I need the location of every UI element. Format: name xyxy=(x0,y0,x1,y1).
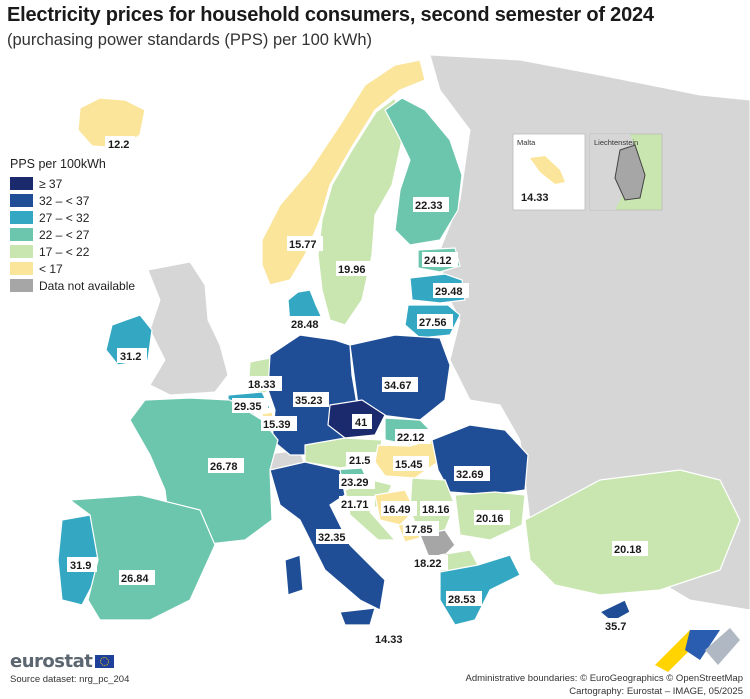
value-labels: 12.2 15.77 19.96 22.33 24.12 29.48 27.56… xyxy=(67,136,648,646)
legend-label: Data not available xyxy=(39,278,136,293)
legend-row: 17 – < 22 xyxy=(10,243,160,260)
region-finland xyxy=(384,97,463,246)
label-belgium: 29.35 xyxy=(234,401,262,413)
legend-row: 22 – < 27 xyxy=(10,226,160,243)
eurostat-logo: eurostat xyxy=(10,651,129,672)
legend-row: 27 – < 32 xyxy=(10,209,160,226)
legend-label: 22 – < 27 xyxy=(39,227,90,242)
label-latvia: 29.48 xyxy=(435,286,463,298)
legend-row: < 17 xyxy=(10,260,160,277)
legend-swatch xyxy=(10,194,33,207)
legend-label: ≥ 37 xyxy=(39,176,63,191)
label-luxembourg: 15.39 xyxy=(263,419,291,431)
region-albania-kosovo xyxy=(419,529,456,561)
label-slovakia: 22.12 xyxy=(397,432,425,444)
label-italy: 32.35 xyxy=(318,532,346,544)
malta-inset-title: Malta xyxy=(517,138,536,147)
region-sardinia xyxy=(284,554,304,596)
legend: PPS per 100kWh ≥ 37 32 – < 37 27 – < 32 … xyxy=(10,157,160,294)
label-netherlands: 18.33 xyxy=(248,379,276,391)
label-croatia: 21.71 xyxy=(341,499,369,511)
footer-left: eurostat Source dataset: nrg_pc_204 xyxy=(10,651,129,685)
label-bosnia: 16.49 xyxy=(383,504,411,516)
legend-label: 27 – < 32 xyxy=(39,210,90,225)
label-iceland: 12.2 xyxy=(108,139,129,151)
legend-swatch xyxy=(10,211,33,224)
label-portugal: 31.9 xyxy=(70,560,91,572)
legend-row: 32 – < 37 xyxy=(10,192,160,209)
label-lithuania: 27.56 xyxy=(419,317,447,329)
label-france: 26.78 xyxy=(210,461,238,473)
malta-inset-value: 14.33 xyxy=(521,192,549,204)
legend-label: < 17 xyxy=(39,261,63,276)
label-bulgaria: 20.16 xyxy=(476,513,504,525)
map-title: Electricity prices for household consume… xyxy=(7,4,654,26)
label-hungary: 15.45 xyxy=(395,459,423,471)
legend-label: 32 – < 37 xyxy=(39,193,90,208)
legend-swatch xyxy=(10,177,33,190)
legend-swatch xyxy=(10,262,33,275)
legend-label: 17 – < 22 xyxy=(39,244,90,259)
region-norway xyxy=(261,59,426,286)
label-spain: 26.84 xyxy=(121,573,149,585)
label-north-macedonia: 18.22 xyxy=(414,558,442,570)
legend-swatch xyxy=(10,228,33,241)
label-turkiye: 20.18 xyxy=(614,544,642,556)
legend-row: ≥ 37 xyxy=(10,175,160,192)
boundaries-credit: Administrative boundaries: © EuroGeograp… xyxy=(465,673,744,684)
label-montenegro: 17.85 xyxy=(405,524,433,536)
logo-text: eurostat xyxy=(10,651,93,672)
legend-swatch xyxy=(10,279,33,292)
source-dataset: Source dataset: nrg_pc_204 xyxy=(10,674,130,685)
legend-title: PPS per 100kWh xyxy=(10,157,106,171)
region-spain xyxy=(68,494,216,621)
label-sweden: 19.96 xyxy=(338,264,366,276)
label-austria: 21.5 xyxy=(349,455,370,467)
label-greece: 28.53 xyxy=(448,594,476,606)
label-finland: 22.33 xyxy=(415,200,443,212)
label-serbia: 18.16 xyxy=(422,504,450,516)
label-denmark: 28.48 xyxy=(291,319,319,331)
liechtenstein-inset-title: Liechtenstein xyxy=(594,138,638,147)
label-sicily-malta: 14.33 xyxy=(375,634,403,646)
label-czechia: 41 xyxy=(355,417,367,429)
region-sicily xyxy=(339,607,376,626)
credits: Administrative boundaries: © EuroGeograp… xyxy=(466,672,744,698)
legend-row: Data not available xyxy=(10,277,160,294)
eu-flag-icon xyxy=(95,655,115,668)
label-slovenia: 23.29 xyxy=(341,477,369,489)
label-estonia: 24.12 xyxy=(424,255,452,267)
label-germany: 35.23 xyxy=(295,395,323,407)
label-romania: 32.69 xyxy=(456,469,484,481)
cartography-credit: Cartography: Eurostat – IMAGE, 05/2025 xyxy=(569,686,743,697)
legend-swatch xyxy=(10,245,33,258)
corner-decoration xyxy=(655,628,740,672)
liechtenstein-inset: Liechtenstein xyxy=(589,133,663,211)
malta-inset: Malta 14.33 xyxy=(512,133,586,211)
region-greece xyxy=(439,554,521,626)
label-ireland: 31.2 xyxy=(120,351,141,363)
label-norway: 15.77 xyxy=(289,239,317,251)
region-iceland xyxy=(77,97,146,149)
region-turkiye xyxy=(524,469,741,596)
label-poland: 34.67 xyxy=(384,380,412,392)
map-subtitle: (purchasing power standards (PPS) per 10… xyxy=(7,31,372,49)
label-cyprus: 35.7 xyxy=(605,621,626,633)
great-britain xyxy=(147,261,229,396)
